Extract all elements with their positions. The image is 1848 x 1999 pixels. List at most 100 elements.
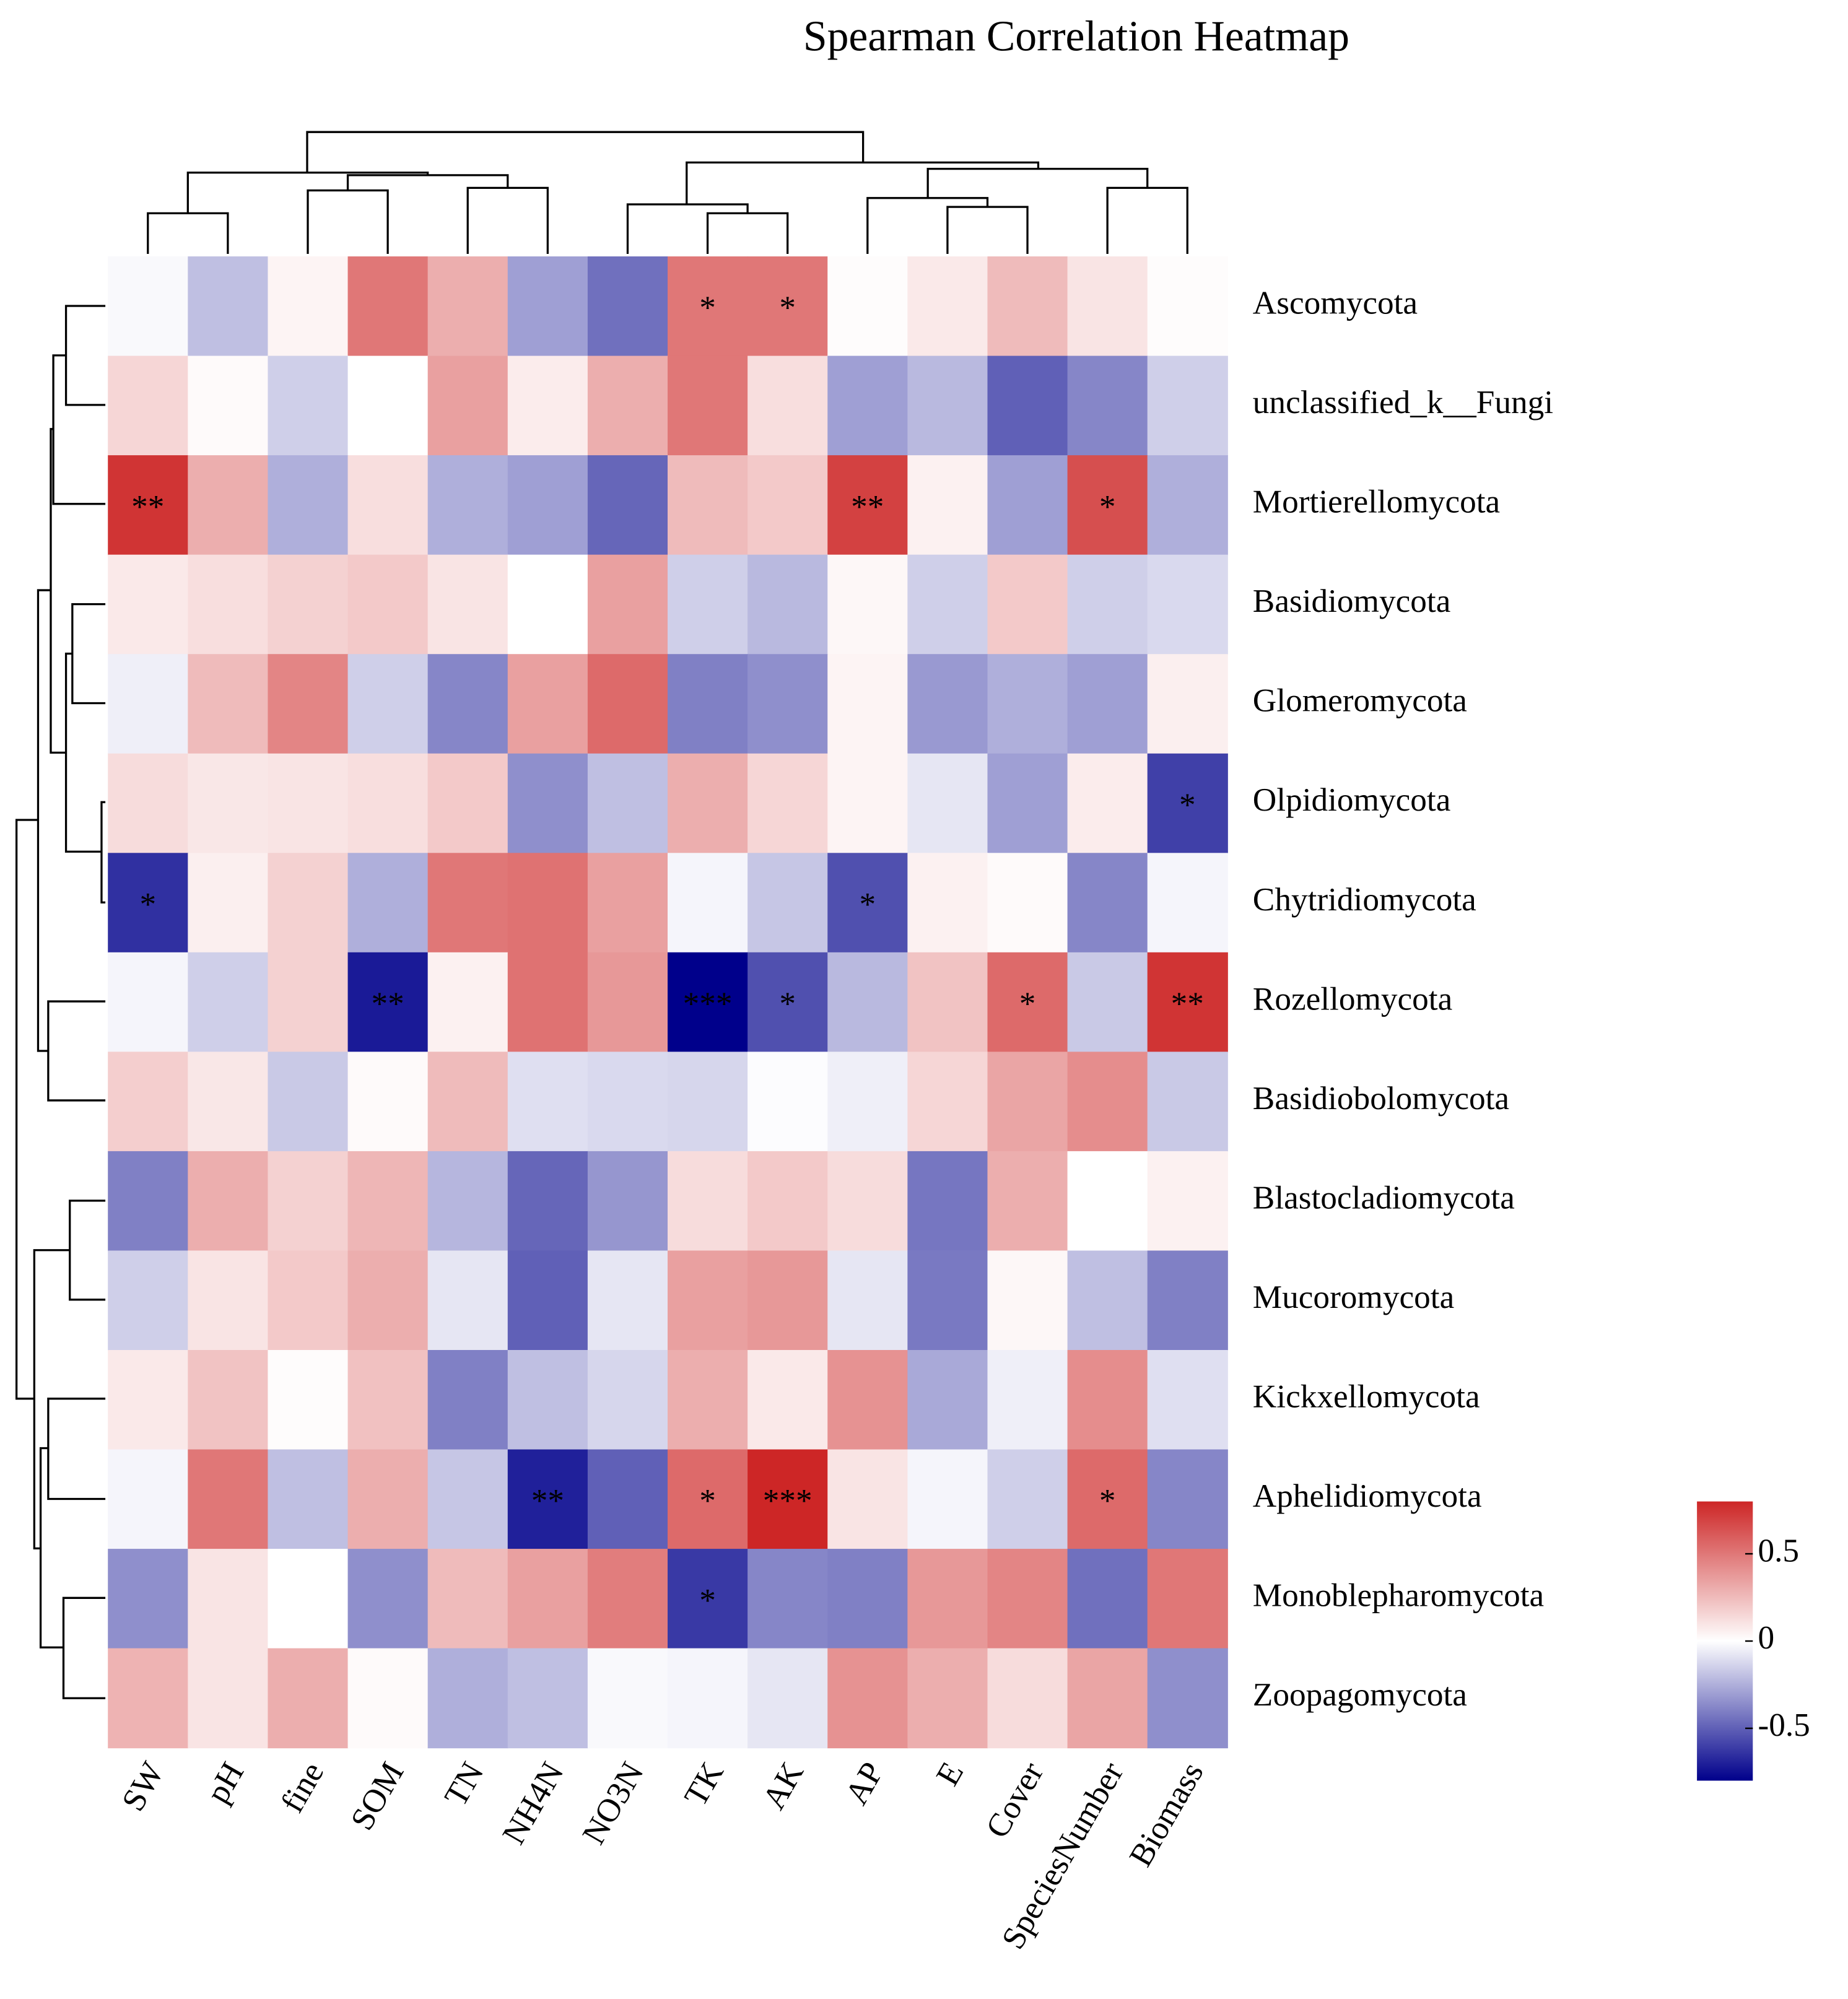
heatmap-cell <box>827 1052 909 1152</box>
heatmap-cell <box>507 952 588 1053</box>
heatmap-cell <box>1147 1449 1228 1550</box>
heatmap-cell <box>108 853 189 953</box>
heatmap-cell <box>108 1052 189 1152</box>
heatmap-cell <box>347 1052 429 1152</box>
heatmap-cell <box>1147 753 1228 854</box>
heatmap-cell <box>507 753 588 854</box>
heatmap-cell <box>1067 654 1148 754</box>
heatmap-cell <box>427 1449 508 1550</box>
heatmap-cell <box>347 1648 429 1749</box>
heatmap-cell <box>347 1449 429 1550</box>
heatmap-cell <box>747 1549 829 1649</box>
heatmap-cell <box>747 853 829 953</box>
heatmap-cell <box>587 1349 669 1450</box>
heatmap-cell <box>507 853 588 953</box>
significance-label: * <box>1019 986 1036 1022</box>
heatmap-cell <box>907 1250 988 1351</box>
heatmap-cell <box>108 654 189 754</box>
heatmap-cell <box>987 355 1068 456</box>
heatmap-cell <box>827 256 909 357</box>
heatmap-cell <box>1147 256 1228 357</box>
heatmap-cell <box>188 1250 269 1351</box>
heatmap-cell <box>427 554 508 655</box>
heatmap-cell <box>108 1648 189 1749</box>
heatmap-cell <box>907 952 988 1053</box>
heatmap-cell <box>587 1449 669 1550</box>
heatmap-cell <box>987 654 1068 754</box>
row-label: Aphelidiomycota <box>1253 1478 1482 1514</box>
heatmap-cell <box>347 654 429 754</box>
heatmap-cell <box>347 455 429 555</box>
heatmap-cell <box>507 1648 588 1749</box>
heatmap-cell <box>427 1648 508 1749</box>
heatmap-cell <box>188 1151 269 1252</box>
heatmap-cell <box>668 952 749 1053</box>
heatmap-cell <box>1067 853 1148 953</box>
significance-label: ** <box>851 489 884 525</box>
heatmap-cell <box>747 1250 829 1351</box>
heatmap-cell <box>587 355 669 456</box>
heatmap-cell <box>427 753 508 854</box>
heatmap-cell <box>907 1648 988 1749</box>
heatmap-cell <box>268 654 349 754</box>
heatmap-cell <box>587 256 669 357</box>
heatmap-cell <box>987 753 1068 854</box>
colorbar-tick-label: 0.5 <box>1758 1532 1799 1569</box>
heatmap-cell <box>1067 554 1148 655</box>
significance-label: ** <box>371 986 404 1022</box>
heatmap-cell <box>188 355 269 456</box>
heatmap-cell <box>268 1151 349 1252</box>
heatmap-cell <box>507 256 588 357</box>
heatmap-cell <box>1067 1250 1148 1351</box>
heatmap-cell <box>188 654 269 754</box>
heatmap-cell <box>668 1052 749 1152</box>
heatmap-cell <box>108 455 189 555</box>
significance-label: * <box>779 290 796 326</box>
heatmap-cell <box>188 1449 269 1550</box>
heatmap-cell <box>188 952 269 1053</box>
significance-label: *** <box>763 1483 813 1519</box>
heatmap-cell <box>987 952 1068 1053</box>
heatmap-cell <box>668 1549 749 1649</box>
heatmap-cell <box>188 256 269 357</box>
significance-label: * <box>1099 1483 1116 1519</box>
heatmap-cell <box>427 1250 508 1351</box>
colorbar-tick-label: -0.5 <box>1758 1707 1810 1743</box>
heatmap-cell <box>747 753 829 854</box>
heatmap-cell <box>907 1151 988 1252</box>
heatmap-cell <box>987 1151 1068 1252</box>
heatmap-cell <box>668 1648 749 1749</box>
heatmap-cell <box>347 355 429 456</box>
row-label: Basidiobolomycota <box>1253 1080 1509 1117</box>
heatmap-cell <box>987 554 1068 655</box>
significance-label: ** <box>531 1483 564 1519</box>
heatmap-cell <box>747 1648 829 1749</box>
heatmap-cell <box>587 455 669 555</box>
heatmap-cell <box>1067 952 1148 1053</box>
heatmap-cell <box>1147 1349 1228 1450</box>
heatmap-cell <box>507 455 588 555</box>
heatmap-cell <box>188 1549 269 1649</box>
heatmap-cell <box>347 256 429 357</box>
heatmap-cell <box>1147 1648 1228 1749</box>
heatmap-cell <box>347 554 429 655</box>
heatmap-cell <box>987 1648 1068 1749</box>
heatmap-cell <box>587 753 669 854</box>
heatmap-cell <box>827 1349 909 1450</box>
heatmap-cell <box>587 853 669 953</box>
row-label: Zoopagomycota <box>1253 1676 1467 1713</box>
heatmap-cell <box>987 853 1068 953</box>
heatmap-cell <box>668 753 749 854</box>
significance-label: * <box>699 290 716 326</box>
heatmap-cell <box>268 1052 349 1152</box>
row-label: Glomeromycota <box>1253 682 1467 719</box>
heatmap-cell <box>347 853 429 953</box>
row-label: Mucoromycota <box>1253 1279 1454 1315</box>
colorbar-tick-label: 0 <box>1758 1619 1774 1656</box>
heatmap-cell <box>907 1549 988 1649</box>
heatmap-cell <box>427 654 508 754</box>
heatmap-cell <box>507 1250 588 1351</box>
heatmap-cell <box>188 1052 269 1152</box>
heatmap-cell <box>668 1250 749 1351</box>
